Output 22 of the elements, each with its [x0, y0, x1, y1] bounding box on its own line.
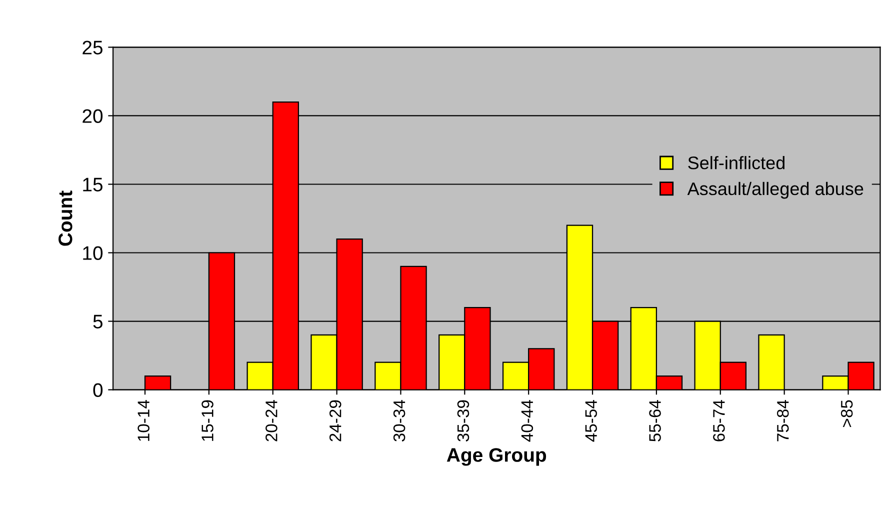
legend-label: Assault/alleged abuse [687, 182, 864, 199]
x-axis-title: Age Group [446, 448, 546, 466]
x-tick-label: 15-19 [202, 400, 214, 441]
y-axis-title: Count [58, 190, 72, 246]
y-tick-label: 25 [82, 40, 102, 54]
y-tick-label: 15 [83, 178, 102, 192]
legend-label: Self-inflicted [688, 156, 784, 170]
x-tick-label: 55-64 [649, 400, 661, 442]
x-tick-label: 75-84 [776, 400, 789, 442]
y-tick-label: 20 [82, 109, 103, 123]
y-tick-label: 10 [83, 246, 103, 260]
x-tick-label: 24-29 [329, 400, 342, 442]
x-tick-label: 20-24 [266, 400, 278, 442]
x-tick-label: 65-74 [713, 400, 725, 442]
y-tick-label: 0 [93, 383, 103, 398]
x-tick-label: >85 [840, 400, 853, 427]
x-tick-label: 30-34 [393, 400, 406, 442]
x-tick-label: 10-14 [138, 400, 150, 441]
y-tick-label: 5 [93, 314, 102, 328]
x-tick-label: 35-39 [457, 400, 470, 442]
x-tick-label: 40-44 [521, 400, 534, 442]
x-tick-label: 45-54 [585, 400, 597, 442]
